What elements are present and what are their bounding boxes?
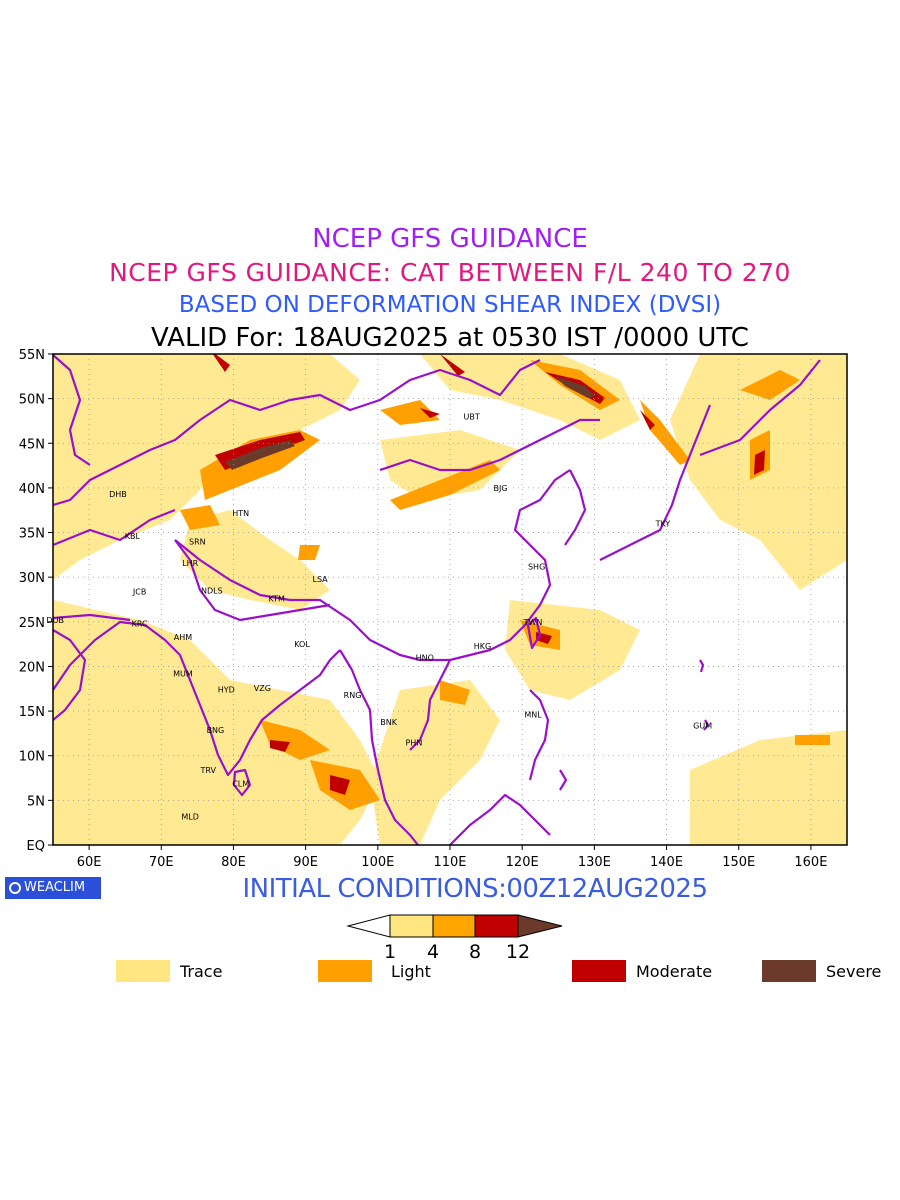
chart-title: NCEP GFS GUIDANCE (312, 224, 588, 254)
lon-label: 120E (506, 855, 539, 870)
station-label: LHR (182, 559, 198, 568)
legend-label-moderate: Moderate (636, 962, 713, 981)
station-label: HTN (232, 509, 249, 518)
station-label: KTM (269, 595, 286, 604)
lon-label: 60E (77, 855, 102, 870)
legend-swatch-light (318, 960, 372, 982)
legend-label-light: Light (391, 962, 431, 981)
station-label: TKY (655, 520, 671, 529)
valid-time: VALID For: 18AUG2025 at 0530 IST /0000 U… (151, 323, 749, 353)
lat-label: EQ (27, 839, 45, 854)
station-label: AHM (174, 633, 192, 642)
colorbar-min-arrow (346, 914, 391, 938)
station-label: VZG (254, 684, 271, 693)
logo-text: WEACLIM (24, 880, 86, 895)
lat-label: 55N (19, 348, 45, 363)
station-label: BNG (207, 726, 225, 735)
lat-label: 20N (19, 660, 45, 675)
cat-map: 55N 50N 45N 40N 35N 30N 25N 20N 15N 10N 5N EQ 60E 70… (19, 348, 848, 870)
lon-label: 80E (221, 855, 246, 870)
station-label: HKG (474, 642, 491, 651)
coastlines (53, 354, 821, 845)
station-label: MUM (173, 670, 193, 679)
station-label: TRV (199, 766, 216, 775)
station-label: HNO (416, 654, 434, 663)
station-label: DHB (109, 490, 127, 499)
legend-swatch-severe (762, 960, 816, 982)
lon-label: 160E (794, 855, 827, 870)
lat-label: 35N (19, 527, 45, 542)
station-label: HYD (218, 686, 235, 695)
lat-label: 5N (27, 794, 45, 809)
colorbar-trace (389, 914, 434, 938)
station-labels: UBT BJG TKY DHB HTN KBL SRN LHR SHG LSA JCB NDLS KTM… (46, 412, 712, 821)
colorbar-tick: 12 (506, 941, 530, 960)
initial-conditions: INITIAL CONDITIONS:00Z12AUG2025 (242, 874, 708, 904)
turbulence-shading (53, 354, 847, 845)
station-label: SRN (189, 537, 206, 546)
station-label: UBT (464, 412, 480, 421)
legend-label-trace: Trace (180, 962, 223, 981)
colorbar-light (432, 914, 476, 938)
station-label: KBL (125, 532, 141, 541)
colorbar-tick: 8 (469, 941, 481, 960)
lat-labels: 55N 50N 45N 40N 35N 30N 25N 20N 15N 10N 5N EQ (19, 348, 53, 854)
colorbar-tick: 1 (384, 941, 396, 960)
station-label: RNG (344, 691, 362, 700)
colorbar-max-arrow (517, 914, 563, 938)
logo-circle-icon (9, 882, 21, 894)
colorbar-moderate (474, 914, 519, 938)
station-label: BJG (494, 484, 508, 493)
station-label: JCB (132, 587, 146, 596)
chart-subtitle: NCEP GFS GUIDANCE: CAT BETWEEN F/L 240 T… (109, 258, 791, 287)
station-label: TWN (523, 618, 543, 627)
station-label: SHG (528, 562, 545, 571)
legend-swatch-trace (116, 960, 170, 982)
chart-basis: BASED ON DEFORMATION SHEAR INDEX (DVSI) (178, 292, 722, 318)
weaclim-logo: WEACLIM (5, 877, 101, 899)
lon-label: 140E (650, 855, 683, 870)
lat-label: 40N (19, 482, 45, 497)
station-label: MNL (524, 711, 542, 720)
station-label: PHN (405, 738, 422, 747)
station-label: BNK (380, 718, 397, 727)
colorbar-tick: 4 (427, 941, 439, 960)
station-label: MLD (181, 812, 199, 821)
station-label: KOL (294, 640, 310, 649)
lat-label: 50N (19, 393, 45, 408)
station-label: KRC (132, 620, 148, 629)
lon-label: 150E (722, 855, 755, 870)
lon-label: 70E (149, 855, 174, 870)
station-label: CLM (232, 779, 249, 788)
station-label: NDLS (201, 587, 223, 596)
lon-labels: 60E 70E 80E 90E 100E 110E 120E 130E 140E 150E 160E (77, 845, 827, 870)
legend-label-severe: Severe (826, 962, 882, 981)
station-label: GUM (693, 721, 712, 730)
station-label: LSA (312, 575, 328, 584)
colorbar: 1 4 8 12 (346, 914, 563, 960)
lon-label: 100E (361, 855, 394, 870)
lat-label: 10N (19, 750, 45, 765)
lat-label: 30N (19, 571, 45, 586)
lat-label: 15N (19, 705, 45, 720)
lon-label: 130E (578, 855, 611, 870)
lon-label: 90E (293, 855, 318, 870)
lat-label: 25N (19, 616, 45, 631)
lat-label: 45N (19, 437, 45, 452)
legend-swatch-moderate (572, 960, 626, 982)
lon-label: 110E (433, 855, 466, 870)
station-label: DUB (46, 616, 64, 625)
